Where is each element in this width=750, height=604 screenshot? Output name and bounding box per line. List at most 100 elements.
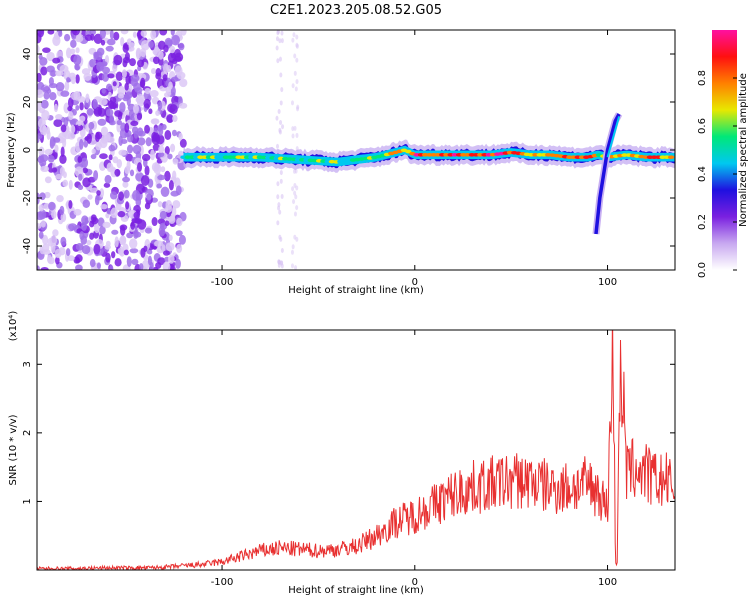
noise-blob xyxy=(46,65,55,73)
noise-blob xyxy=(48,83,58,89)
noise-blob xyxy=(138,263,144,270)
noise-blob xyxy=(101,88,106,94)
noise-blob xyxy=(67,255,75,262)
noise-blob xyxy=(175,230,183,237)
noise-blob xyxy=(170,143,176,153)
noise-blob xyxy=(125,74,131,85)
colorbar-tick-label: 0.0 xyxy=(697,262,708,278)
noise-blob xyxy=(117,93,125,99)
noise-blob xyxy=(37,132,43,139)
noise-blob xyxy=(114,236,119,248)
noise-blob xyxy=(174,65,183,77)
noise-blob xyxy=(82,167,89,174)
noise-blob xyxy=(99,153,108,160)
noise-blob xyxy=(66,47,72,59)
noise-blob xyxy=(136,93,145,105)
snr-scale-label: (x10⁴) xyxy=(8,311,19,342)
noise-blob xyxy=(64,33,71,42)
streak-blob xyxy=(279,100,283,106)
noise-blob xyxy=(178,132,183,141)
noise-blob xyxy=(96,61,105,72)
noise-blob xyxy=(49,91,57,101)
noise-blob xyxy=(77,156,83,163)
snr-ytick-label: 1 xyxy=(22,498,33,504)
noise-blob xyxy=(68,199,73,209)
noise-blob xyxy=(114,110,123,118)
noise-blob xyxy=(88,121,95,130)
noise-blob xyxy=(164,170,171,182)
noise-blob xyxy=(92,99,98,109)
noise-blob xyxy=(157,174,166,181)
noise-blob xyxy=(37,196,40,205)
noise-blob xyxy=(179,78,188,88)
noise-blob xyxy=(169,104,178,115)
noise-blob xyxy=(137,59,145,68)
noise-blob xyxy=(67,97,74,108)
snr-ylabel: SNR (10 * v/v) xyxy=(8,414,19,485)
streak-blob xyxy=(276,58,280,64)
noise-blob xyxy=(170,30,175,36)
noise-blob xyxy=(171,206,177,218)
noise-blob xyxy=(46,51,55,62)
noise-blob xyxy=(133,211,140,219)
noise-blob xyxy=(165,39,173,47)
noise-blob xyxy=(68,223,78,231)
streak-blob xyxy=(292,199,296,205)
streak-blob xyxy=(279,72,283,78)
noise-blob xyxy=(78,173,83,181)
streak-blob xyxy=(293,190,297,196)
noise-blob xyxy=(40,165,50,173)
streak-blob xyxy=(276,30,280,36)
noise-blob xyxy=(109,101,117,110)
noise-blob xyxy=(60,124,67,133)
noise-blob xyxy=(69,119,76,125)
snr-ticks: -100 0 100 1 2 3 xyxy=(22,330,675,588)
noise-blob xyxy=(95,141,102,151)
snr-panel: -100 0 100 1 2 3 Height of straight line (km)… xyxy=(8,311,676,596)
snr-ytick-label: 3 xyxy=(22,361,33,367)
noise-blob xyxy=(101,72,110,82)
noise-blob xyxy=(68,179,73,190)
streak-blob xyxy=(291,37,295,43)
noise-blob xyxy=(100,203,108,210)
noise-blob xyxy=(55,70,64,77)
noise-blob xyxy=(142,259,149,270)
noise-blob xyxy=(176,243,183,254)
noise-blob xyxy=(148,108,153,115)
spectrogram-ylabel: Frequency (Hz) xyxy=(6,112,17,188)
noise-blob xyxy=(109,191,118,200)
colorbar-tick-label: 0.6 xyxy=(697,118,708,134)
noise-blob xyxy=(129,248,139,254)
noise-blob xyxy=(60,212,67,223)
noise-blob xyxy=(82,199,91,209)
noise-blob xyxy=(140,30,147,37)
noise-blob xyxy=(174,48,181,58)
spectrogram-ytick-label: -20 xyxy=(22,190,33,206)
ridge-core xyxy=(405,149,412,154)
streak-blob xyxy=(293,125,297,131)
noise-blob xyxy=(54,144,59,153)
streak-blob xyxy=(276,181,280,187)
colorbar-label: Normalized spectral amplitude xyxy=(738,73,749,227)
noise-blob xyxy=(121,69,127,79)
noise-blob xyxy=(68,111,74,121)
noise-blob xyxy=(125,153,134,162)
noise-blob xyxy=(98,97,108,106)
noise-blob xyxy=(162,63,169,74)
noise-blob xyxy=(118,191,125,201)
noise-blob xyxy=(59,205,65,216)
noise-blob xyxy=(167,153,173,160)
noise-blob xyxy=(79,115,86,122)
noise-blob xyxy=(59,154,67,165)
streak-blob xyxy=(275,36,279,42)
noise-blob xyxy=(150,67,157,75)
spectrogram-ytick-label: -40 xyxy=(22,238,33,254)
streak-blob xyxy=(292,168,296,174)
noise-blob xyxy=(111,251,116,259)
noise-blob xyxy=(75,74,80,84)
noise-blob xyxy=(140,39,150,51)
noise-blob xyxy=(123,249,129,256)
noise-blob xyxy=(37,44,40,54)
noise-blob xyxy=(45,126,50,135)
noise-blob xyxy=(152,56,160,65)
